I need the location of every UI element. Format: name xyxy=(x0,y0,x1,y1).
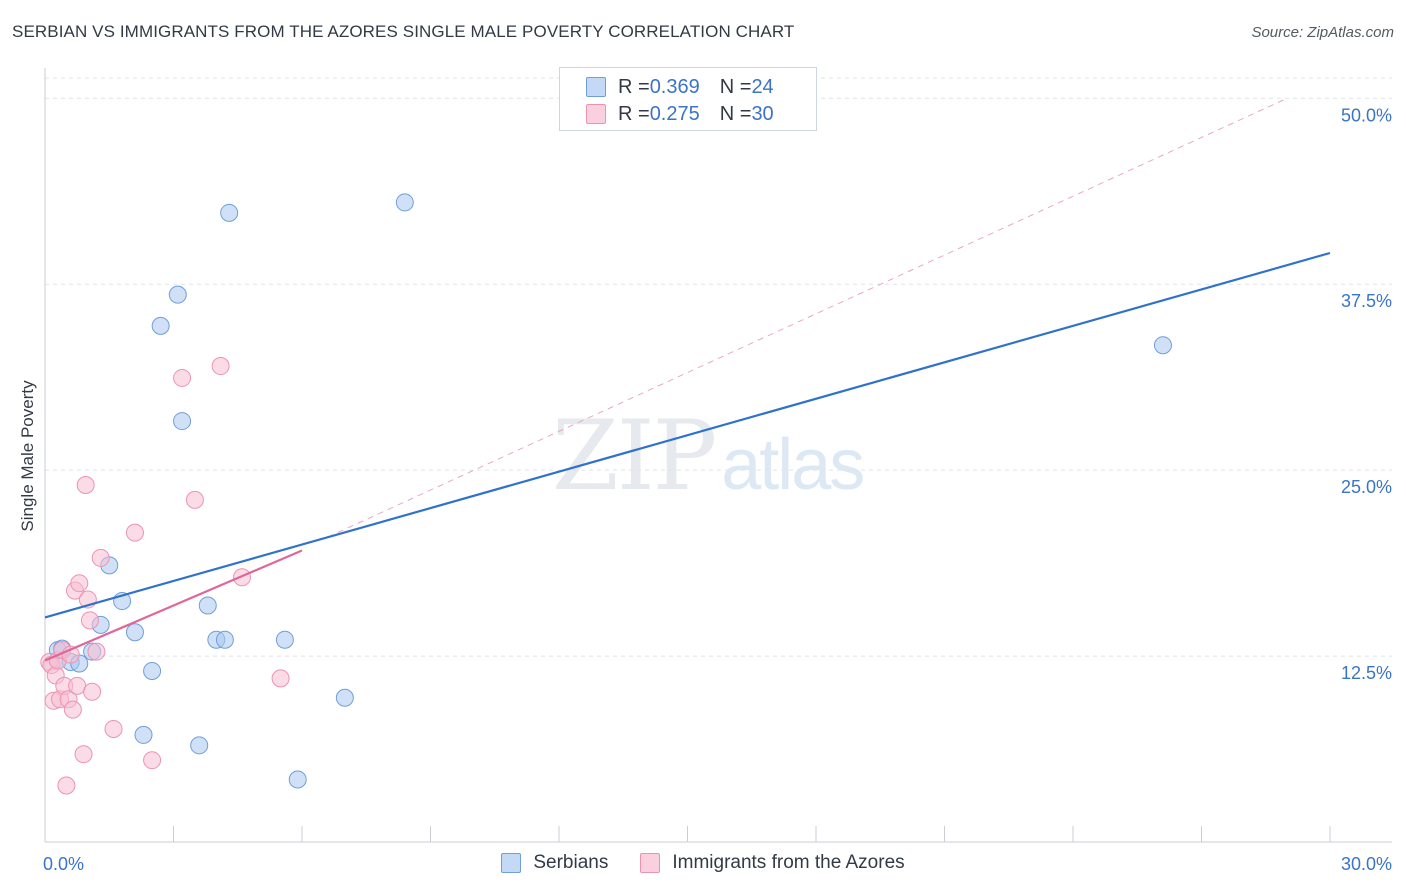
azores-point xyxy=(211,357,230,376)
serbians-point xyxy=(220,203,239,222)
series-legend: Serbians Immigrants from the Azores xyxy=(0,852,1406,874)
serbians-swatch xyxy=(586,77,606,97)
azores-point xyxy=(76,476,95,495)
azores-point xyxy=(185,490,204,509)
serbians-point xyxy=(173,412,192,431)
serbians-point xyxy=(190,736,209,755)
serbians-point xyxy=(125,623,144,642)
serbians-point xyxy=(198,596,217,615)
y-axis-label: Single Male Poverty xyxy=(18,380,37,532)
legend-item-serbians[interactable]: Serbians xyxy=(501,852,608,874)
azores-point xyxy=(80,611,99,630)
reference-line xyxy=(327,97,1288,538)
serbians-point xyxy=(395,193,414,212)
axis-tick-labels: 12.5% 25.0% 37.5% 50.0% 0.0% 30.0% xyxy=(43,105,1392,874)
gridlines xyxy=(45,77,1392,657)
y-tick-label: 12.5% xyxy=(1341,663,1392,683)
reference-line-group xyxy=(327,97,1288,538)
azores-point xyxy=(68,676,87,695)
azores-point xyxy=(143,751,162,770)
r-label: R = xyxy=(618,102,650,125)
azores-point xyxy=(70,574,89,593)
azores-trend-line xyxy=(44,549,303,662)
legend-row-serbians: R = 0.369 N = 24 xyxy=(586,74,774,100)
y-tick-label: 37.5% xyxy=(1341,291,1392,311)
azores-point xyxy=(74,745,93,764)
legend-row-azores: R = 0.275 N = 30 xyxy=(586,101,774,127)
serbians-point xyxy=(143,661,162,680)
y-tick-label: 50.0% xyxy=(1341,105,1392,125)
azores-point xyxy=(125,523,144,542)
watermark-atlas: atlas xyxy=(721,425,865,505)
azores-point xyxy=(104,719,123,738)
serbians-points xyxy=(48,193,1172,789)
serbians-point xyxy=(275,630,294,649)
n-label: N = xyxy=(719,102,752,125)
trend-lines xyxy=(44,251,1331,662)
azores-point xyxy=(271,669,290,688)
azores-swatch xyxy=(586,104,606,124)
azores-point xyxy=(91,548,110,567)
azores-point xyxy=(87,642,106,661)
azores-point xyxy=(63,700,82,719)
serbians-point xyxy=(151,316,170,335)
correlation-legend: R = 0.369 N = 24 R = 0.275 N = 30 xyxy=(559,67,817,131)
serbians-point xyxy=(168,285,187,304)
serbians-point xyxy=(288,770,307,789)
serbians-point xyxy=(335,688,354,707)
r-label: R = xyxy=(618,75,650,98)
axes xyxy=(44,68,1392,843)
azores-point xyxy=(57,776,76,795)
n-value: 30 xyxy=(751,102,774,125)
serbians-point xyxy=(134,725,153,744)
serbians-point xyxy=(1153,336,1172,355)
n-value: 24 xyxy=(751,75,774,98)
n-label: N = xyxy=(719,75,752,98)
r-value: 0.275 xyxy=(649,102,700,125)
y-tick-label: 25.0% xyxy=(1341,477,1392,497)
serbians-trend-line xyxy=(44,251,1331,619)
watermark-zip: ZIP xyxy=(552,400,717,512)
azores-points xyxy=(40,357,290,795)
serbians-point xyxy=(215,630,234,649)
serbians-swatch xyxy=(501,853,522,873)
azores-point xyxy=(173,368,192,387)
legend-label-serbians: Serbians xyxy=(533,852,609,873)
legend-item-azores[interactable]: Immigrants from the Azores xyxy=(640,852,905,874)
x-tick-label: 30.0% xyxy=(1341,854,1392,874)
chart-title: SERBIAN VS IMMIGRANTS FROM THE AZORES SI… xyxy=(12,22,795,41)
r-value: 0.369 xyxy=(649,75,700,98)
legend-label-azores: Immigrants from the Azores xyxy=(672,852,905,873)
source-credit: Source: ZipAtlas.com xyxy=(1251,24,1394,41)
azores-point xyxy=(83,682,102,701)
x-tick-label: 0.0% xyxy=(43,854,84,874)
azores-swatch xyxy=(640,853,661,873)
watermark: ZIPatlas xyxy=(552,400,865,512)
